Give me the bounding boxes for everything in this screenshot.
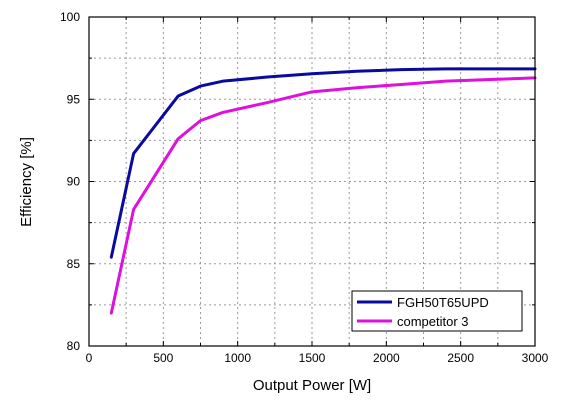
tick-labels: 0 500 1000 1500 2000 2500 3000 80 85 90 95 100 <box>60 10 549 365</box>
y-tick-label: 85 <box>67 257 81 271</box>
y-tick-label: 100 <box>60 10 80 24</box>
x-tick-label: 0 <box>86 351 93 365</box>
legend-label-fgh50t65upd: FGH50T65UPD <box>397 295 489 310</box>
x-tick-label: 3000 <box>522 351 549 365</box>
axis-ticks <box>88 16 536 347</box>
series-line-competitor-3 <box>109 76 537 315</box>
x-tick-label: 1000 <box>224 351 251 365</box>
y-axis-title: Efficiency [%] <box>18 137 35 227</box>
y-tick-label: 90 <box>67 175 81 189</box>
series-lines <box>109 67 537 315</box>
x-axis-title: Output Power [W] <box>253 377 371 394</box>
y-tick-label: 95 <box>67 92 81 106</box>
y-tick-label: 80 <box>67 339 81 353</box>
legend: FGH50T65UPD competitor 3 <box>351 290 523 332</box>
x-tick-label: 2500 <box>447 351 474 365</box>
x-tick-label: 500 <box>153 351 173 365</box>
x-tick-label: 2000 <box>373 351 400 365</box>
legend-label-competitor-3: competitor 3 <box>397 314 469 329</box>
legend-box <box>351 290 523 332</box>
series-line-fgh50t65upd <box>109 67 537 259</box>
x-tick-label: 1500 <box>299 351 326 365</box>
